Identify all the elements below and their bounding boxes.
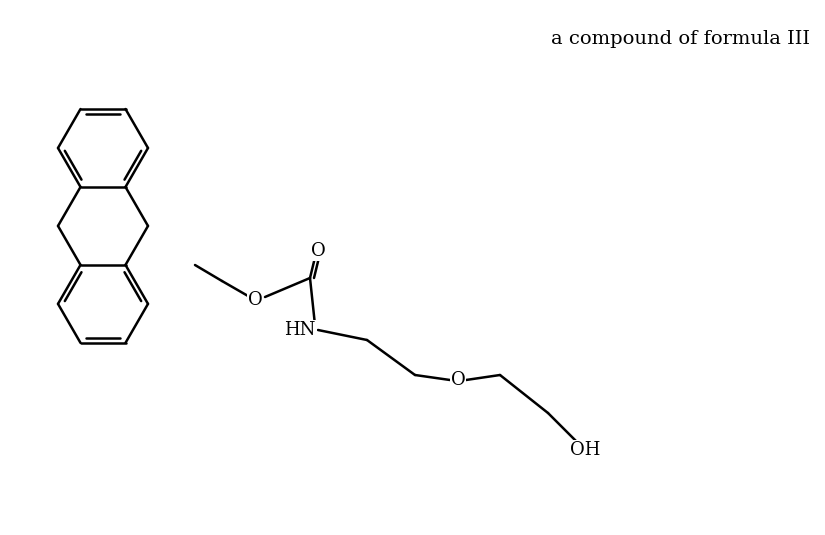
Text: O: O xyxy=(248,291,262,309)
Text: OH: OH xyxy=(570,441,601,459)
Text: O: O xyxy=(311,242,325,260)
Text: a compound of formula III: a compound of formula III xyxy=(551,30,810,48)
Text: O: O xyxy=(450,371,465,389)
Text: HN: HN xyxy=(285,321,316,339)
